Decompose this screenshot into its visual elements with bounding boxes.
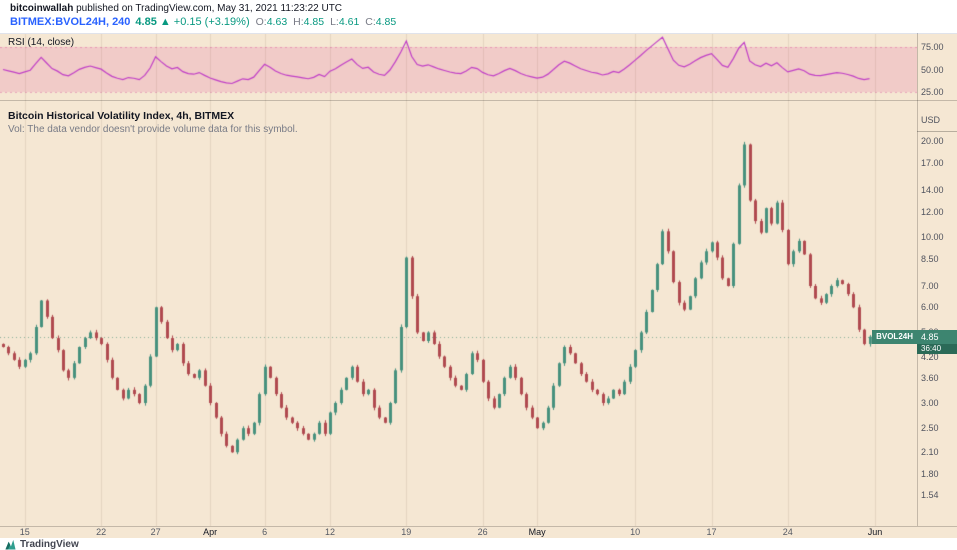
price-tick-label: 4.20: [921, 351, 939, 362]
tradingview-logo[interactable]: [5, 539, 16, 550]
rsi-tick-label: 75.00: [921, 42, 944, 52]
ohlc-key: L:: [330, 16, 339, 28]
bar-countdown-tag: 36:40: [917, 344, 957, 354]
publish-line: bitcoinwallah published on TradingView.c…: [10, 3, 342, 14]
author-name[interactable]: bitcoinwallah: [10, 3, 74, 14]
time-axis-label: Apr: [203, 527, 218, 537]
time-axis[interactable]: 15 22 27 Apr 6 12 19 26 May 10 17 24 Jun: [0, 526, 957, 538]
rsi-chart-canvas[interactable]: [0, 33, 917, 100]
ohlc-key: O:: [255, 16, 267, 28]
price-tick-label: 12.00: [921, 206, 944, 217]
axis-currency-separator: [917, 131, 957, 132]
price-tag-symbol: BVOL24H: [872, 330, 917, 344]
volume-note: Vol: The data vendor doesn't provide vol…: [8, 124, 298, 135]
header-divider: [0, 33, 957, 34]
price-tick-label: 7.00: [921, 280, 939, 291]
time-axis-label: 24: [782, 527, 793, 537]
rsi-value-axis[interactable]: 75.00 50.00 25.00: [917, 33, 957, 100]
price-tick-label: 8.50: [921, 254, 939, 265]
time-axis-label: 6: [262, 527, 268, 537]
price-axis-border: [917, 33, 918, 526]
current-price-tag: BVOL24H 4.85: [872, 330, 957, 344]
ohlc-value: 4.85: [375, 16, 397, 28]
footer: TradingView: [0, 538, 957, 550]
tradingview-wordmark[interactable]: TradingView: [20, 538, 79, 550]
time-axis-label: 15: [19, 527, 30, 537]
ohlc-value: 4.61: [338, 16, 360, 28]
time-axis-label: 19: [401, 527, 412, 537]
price-tick-label: 3.60: [921, 372, 939, 383]
rsi-tick-label: 25.00: [921, 87, 944, 97]
price-tag-value: 4.85: [917, 330, 957, 344]
time-axis-label: 10: [630, 527, 641, 537]
price-axis[interactable]: USD 20.00 17.00 14.00 12.00 10.00 8.50 7.00 6.0…: [917, 100, 957, 526]
symbol-line: BITMEX:BVOL24H, 240 4.85 ▲ +0.15 (+3.19%) O…: [10, 16, 396, 28]
time-axis-label: 12: [324, 527, 336, 537]
ohlc-key: C:: [365, 16, 376, 28]
price-chart-canvas[interactable]: [0, 100, 917, 526]
price-tick-label: 14.00: [921, 185, 944, 196]
ohlc-value: 4.85: [303, 16, 325, 28]
time-axis-label: 27: [150, 527, 161, 537]
price-tick-label: 2.10: [921, 447, 939, 458]
time-axis-label: May: [528, 527, 546, 537]
time-axis-label: 17: [706, 527, 717, 537]
pane-divider: [0, 100, 957, 101]
time-axis-label: Jun: [867, 527, 883, 537]
snapshot-header: bitcoinwallah published on TradingView.c…: [0, 0, 957, 33]
rsi-tick-label: 50.00: [921, 64, 944, 75]
publish-info: published on TradingView.com, May 31, 20…: [73, 3, 343, 14]
axis-currency-label: USD: [921, 115, 941, 125]
price-tick-label: 6.00: [921, 302, 939, 313]
ohlc-value: 4.63: [266, 16, 288, 28]
price-tick-label: 1.80: [921, 468, 939, 479]
ohlc-key: H:: [293, 16, 304, 28]
price-change: ▲ +0.15 (+3.19%): [159, 16, 250, 28]
rsi-pane: RSI (14, close) 75.00 50.00 25.00: [0, 33, 957, 100]
price-pane: Bitcoin Historical Volatility Index, 4h,…: [0, 100, 957, 526]
ohlc-values: O:4.63 H:4.85 L:4.61 C:4.85: [250, 16, 397, 28]
chart-title[interactable]: Bitcoin Historical Volatility Index, 4h,…: [8, 110, 235, 122]
price-tick-label: 2.50: [921, 423, 939, 434]
time-axis-label: 26: [477, 527, 488, 537]
last-price: 4.85: [135, 16, 157, 28]
price-tick-label: 3.00: [921, 398, 939, 408]
price-tick-label: 20.00: [921, 136, 944, 146]
time-axis-divider: [0, 526, 957, 527]
time-axis-label: 22: [96, 527, 107, 537]
symbol-title[interactable]: BITMEX:BVOL24H, 240: [10, 16, 131, 28]
price-tick-label: 17.00: [921, 158, 944, 169]
price-tick-label: 1.54: [921, 490, 939, 501]
rsi-indicator-label[interactable]: RSI (14, close): [8, 37, 75, 48]
price-tick-label: 10.00: [921, 231, 944, 242]
